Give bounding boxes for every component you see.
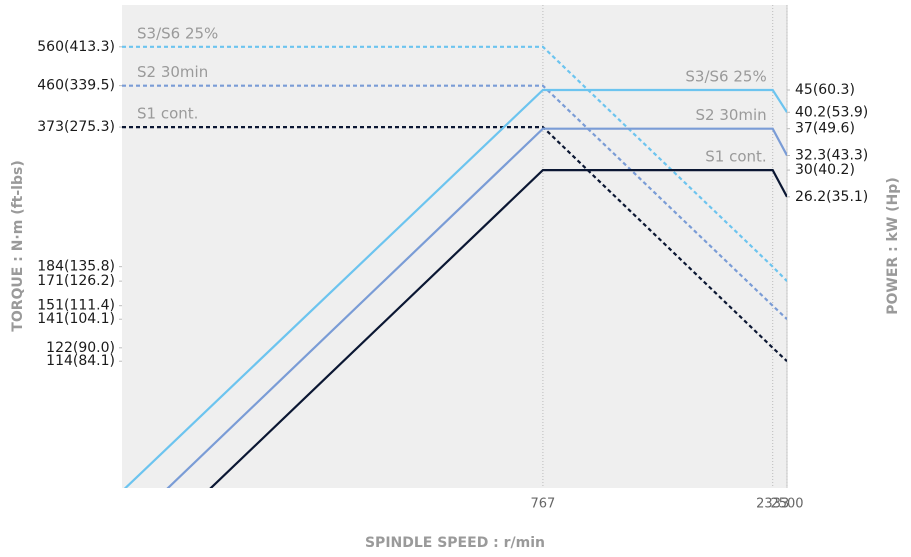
series-line: [123, 88, 787, 488]
y2-tick-label: 37(49.6): [795, 121, 855, 137]
y-tick-label: 373(275.3): [37, 119, 115, 135]
series-label: S3/S6 25%: [685, 68, 766, 86]
series-label: S2 30min: [695, 106, 766, 124]
y-tick-label: 122(90.0): [46, 340, 115, 356]
y-axis-title: TORQUE : N·m (ft-lbs): [10, 160, 26, 331]
series-label: S1 cont.: [137, 105, 198, 123]
series-label: S1 cont.: [705, 148, 766, 166]
x-tick-label: 2333: [756, 497, 789, 512]
y-tick-label: 171(126.2): [37, 273, 115, 289]
x-tick-label: 767: [530, 497, 555, 512]
y-tick-label: 460(339.5): [37, 78, 115, 94]
series-line: [122, 45, 787, 282]
x-axis-title: SPINDLE SPEED : r/min: [365, 535, 545, 551]
y-tick-label: 141(104.1): [37, 311, 115, 327]
y-tick-label: 560(413.3): [37, 39, 115, 55]
plot-lines: [122, 45, 787, 488]
series-label: S2 30min: [137, 63, 208, 81]
series-line: [166, 127, 787, 488]
y-tick-label: 184(135.8): [37, 259, 115, 275]
y2-tick-label: 45(60.3): [795, 82, 855, 98]
y2-tick-label: 30(40.2): [795, 162, 855, 178]
series-line: [122, 84, 787, 320]
series-label: S3/S6 25%: [137, 24, 218, 42]
series-line: [122, 126, 787, 363]
x-tick-label: 2500: [770, 497, 803, 512]
y-tick-label: 151(111.4): [37, 298, 115, 314]
y2-tick-label: 26.2(35.1): [795, 189, 868, 205]
series-line: [209, 169, 787, 488]
y-tick-label: 114(84.1): [46, 353, 115, 369]
y2-axis-title: POWER : kW (Hp): [885, 177, 901, 314]
y2-tick-label: 40.2(53.9): [795, 104, 868, 120]
y2-tick-label: 32.3(43.3): [795, 148, 868, 164]
